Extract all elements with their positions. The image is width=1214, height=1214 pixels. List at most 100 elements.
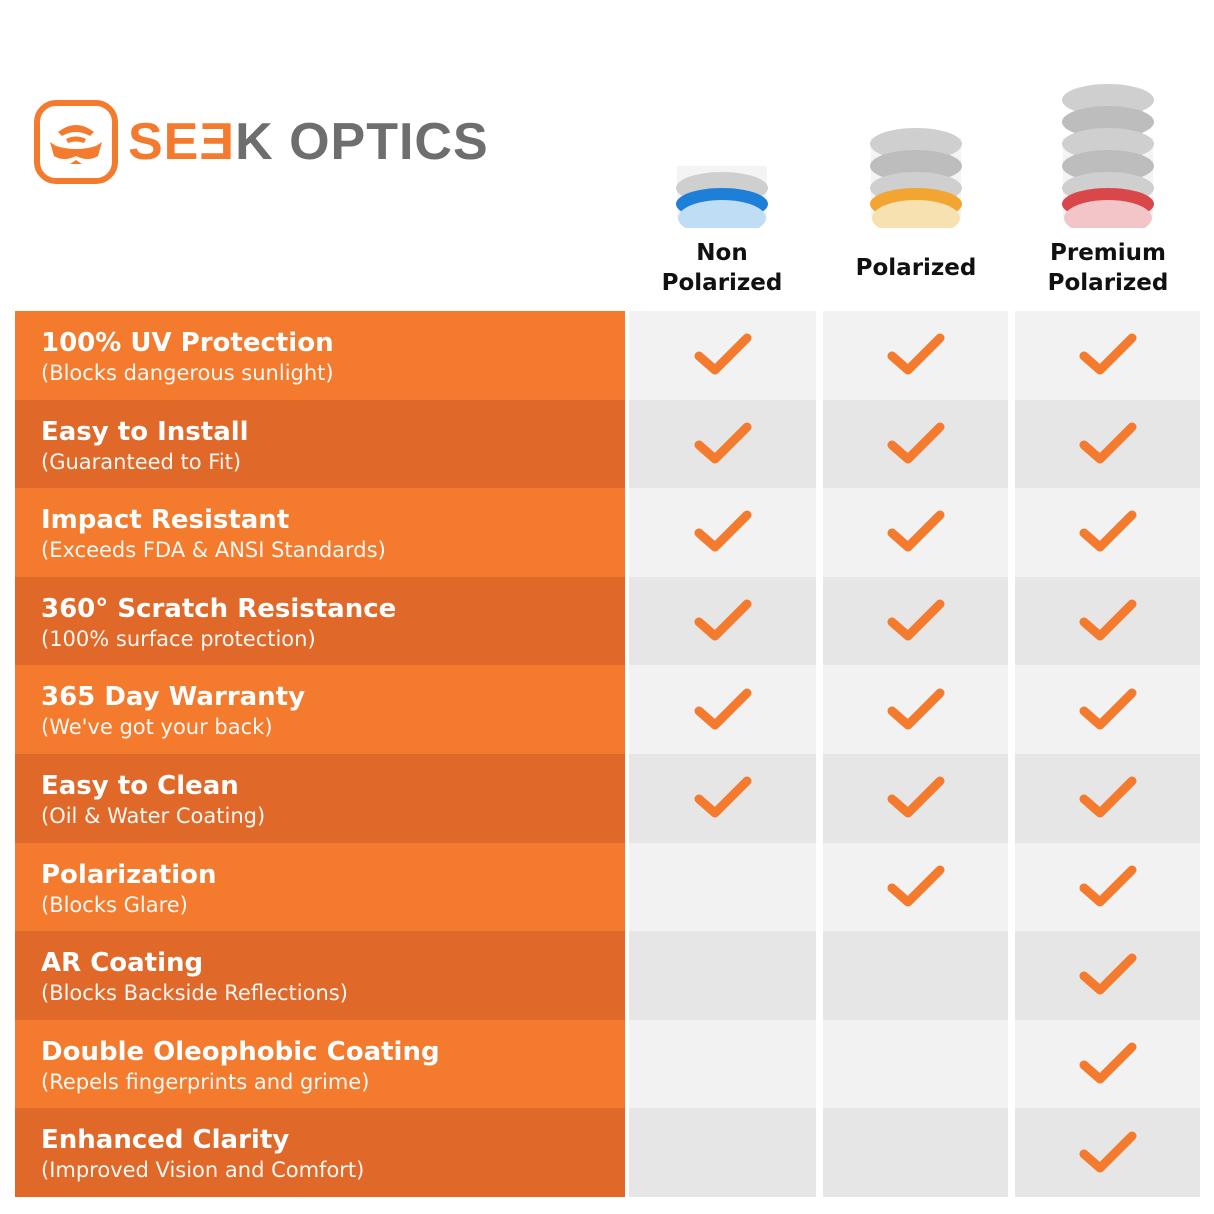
feature-title: Enhanced Clarity <box>41 1125 290 1156</box>
comparison-cell <box>1015 931 1200 1020</box>
feature-label: 365 Day Warranty (We've got your back) <box>15 665 625 754</box>
comparison-cell <box>1015 665 1200 754</box>
check-icon <box>694 510 751 552</box>
check-icon <box>694 422 751 464</box>
check-icon <box>694 776 751 818</box>
check-icon <box>1079 953 1136 995</box>
table-row: Enhanced Clarity (Improved Vision and Com… <box>15 1108 1200 1197</box>
feature-label: 360° Scratch Resistance (100% surface pro… <box>15 576 625 666</box>
feature-title: 100% UV Protection <box>41 328 334 358</box>
comparison-cell <box>823 665 1008 754</box>
feature-subtitle: (Guaranteed to Fit) <box>41 449 242 474</box>
feature-title: 360° Scratch Resistance <box>41 593 397 624</box>
table-row: 365 Day Warranty (We've got your back) <box>15 665 1200 754</box>
table-row: Double Oleophobic Coating (Repels fingerp… <box>15 1019 1200 1109</box>
check-icon <box>887 776 944 818</box>
check-icon <box>694 333 751 375</box>
comparison-cell <box>823 754 1008 843</box>
logo-glasses-icon <box>34 100 118 184</box>
table-row: AR Coating (Blocks Backside Reflections) <box>15 931 1200 1020</box>
feature-subtitle: (100% surface protection) <box>41 626 316 651</box>
check-icon <box>887 333 944 375</box>
comparison-cell <box>629 842 816 932</box>
check-icon <box>887 688 944 730</box>
feature-title: Polarization <box>41 859 217 890</box>
comparison-cell <box>629 488 816 577</box>
lens-stack-icon <box>823 122 1009 236</box>
comparison-cell <box>629 754 816 843</box>
feature-title: AR Coating <box>41 948 204 979</box>
table-row: Easy to Install (Guaranteed to Fit) <box>15 399 1200 489</box>
check-icon <box>1079 510 1136 552</box>
feature-subtitle: (Improved Vision and Comfort) <box>41 1158 365 1183</box>
table-row: 100% UV Protection (Blocks dangerous sunl… <box>15 311 1200 400</box>
lens-stack-icon <box>629 133 815 236</box>
comparison-cell <box>1015 311 1200 400</box>
feature-subtitle: (Blocks Glare) <box>41 892 188 917</box>
feature-label: Easy to Install (Guaranteed to Fit) <box>15 399 625 489</box>
feature-label: Enhanced Clarity (Improved Vision and Com… <box>15 1108 625 1197</box>
table-row: Polarization (Blocks Glare) <box>15 842 1200 932</box>
comparison-cell <box>629 576 816 666</box>
feature-label: Double Oleophobic Coating (Repels fingerp… <box>15 1019 625 1109</box>
feature-label: Impact Resistant (Exceeds FDA & ANSI Stan… <box>15 488 625 577</box>
comparison-cell <box>823 399 1008 489</box>
brand-name-2: K OPTICS <box>235 113 489 171</box>
comparison-cell <box>1015 754 1200 843</box>
column-header: Polarized <box>855 255 977 281</box>
feature-title: Easy to Install <box>41 416 249 447</box>
comparison-cell <box>823 311 1008 400</box>
comparison-cell <box>823 1108 1008 1197</box>
check-icon <box>1079 422 1136 464</box>
check-icon <box>1079 1131 1136 1173</box>
check-icon <box>1079 333 1136 375</box>
comparison-cell <box>629 1019 816 1109</box>
feature-title: 365 Day Warranty <box>41 682 306 713</box>
brand-logo: SEƎK OPTICS <box>34 100 489 184</box>
check-icon <box>887 865 944 907</box>
check-icon <box>887 422 944 464</box>
comparison-cell <box>1015 399 1200 489</box>
feature-subtitle: (Exceeds FDA & ANSI Standards) <box>41 538 386 563</box>
check-icon <box>887 599 944 641</box>
lens-stack-icon <box>1015 78 1201 236</box>
feature-title: Impact Resistant <box>41 505 290 536</box>
feature-subtitle: (Repels fingerprints and grime) <box>41 1069 370 1094</box>
check-icon <box>1079 688 1136 730</box>
feature-label: Easy to Clean (Oil & Water Coating) <box>15 754 625 843</box>
feature-label: 100% UV Protection (Blocks dangerous sunl… <box>15 311 625 400</box>
comparison-cell <box>1015 488 1200 577</box>
table-row: 360° Scratch Resistance (100% surface pro… <box>15 576 1200 666</box>
check-icon <box>1079 865 1136 907</box>
comparison-cell <box>629 931 816 1020</box>
table-row: Impact Resistant (Exceeds FDA & ANSI Stan… <box>15 488 1200 577</box>
brand-name-1: SEƎ <box>128 113 236 171</box>
check-icon <box>1079 776 1136 818</box>
comparison-cell <box>1015 1108 1200 1197</box>
comparison-cell <box>823 842 1008 932</box>
column-header: Premium Polarized <box>1047 240 1169 296</box>
comparison-cell <box>823 576 1008 666</box>
comparison-cell <box>629 399 816 489</box>
feature-label: Polarization (Blocks Glare) <box>15 842 625 932</box>
check-icon <box>1079 599 1136 641</box>
check-icon <box>1079 1042 1136 1084</box>
feature-subtitle: (Oil & Water Coating) <box>41 804 266 828</box>
comparison-cell <box>629 665 816 754</box>
feature-subtitle: (Blocks dangerous sunlight) <box>41 361 334 385</box>
comparison-cell <box>1015 1019 1200 1109</box>
table-row: Easy to Clean (Oil & Water Coating) <box>15 754 1200 843</box>
column-header: Non Polarized <box>661 240 783 296</box>
check-icon <box>887 510 944 552</box>
comparison-cell <box>629 311 816 400</box>
feature-title: Easy to Clean <box>41 771 239 801</box>
comparison-cell <box>1015 842 1200 932</box>
check-icon <box>694 688 751 730</box>
comparison-cell <box>1015 576 1200 666</box>
feature-label: AR Coating (Blocks Backside Reflections) <box>15 931 625 1020</box>
feature-subtitle: (We've got your back) <box>41 715 273 740</box>
comparison-cell <box>823 1019 1008 1109</box>
feature-subtitle: (Blocks Backside Reflections) <box>41 981 348 1006</box>
check-icon <box>694 599 751 641</box>
feature-title: Double Oleophobic Coating <box>41 1036 440 1067</box>
